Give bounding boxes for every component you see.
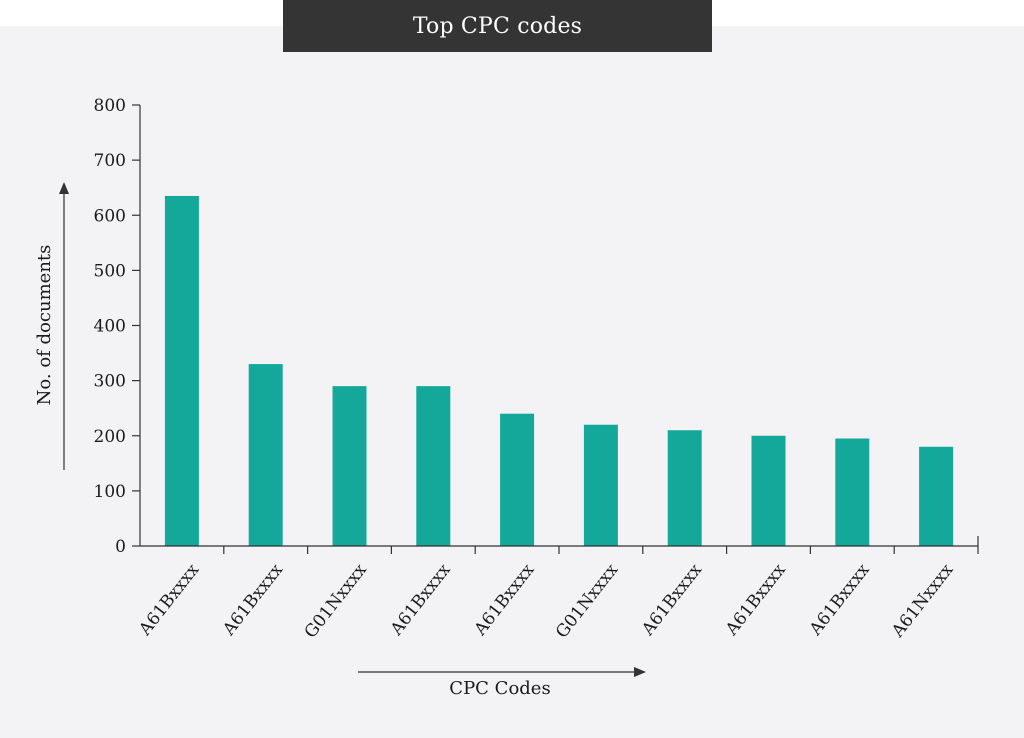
bar bbox=[835, 438, 870, 546]
x-tick-label: A61Bxxxx bbox=[135, 560, 204, 640]
y-tick-label: 0 bbox=[115, 537, 126, 557]
chart-title: Top CPC codes bbox=[283, 0, 712, 52]
x-tick-label: G01Nxxxx bbox=[301, 560, 371, 642]
bar bbox=[332, 386, 367, 546]
y-tick-label: 500 bbox=[94, 261, 126, 281]
x-tick-label: G01Nxxxx bbox=[552, 560, 622, 642]
y-tick-label: 200 bbox=[94, 427, 126, 447]
bar bbox=[583, 424, 618, 546]
x-tick-label: A61Bxxxx bbox=[470, 560, 539, 640]
bar bbox=[919, 446, 954, 546]
bar bbox=[500, 413, 535, 546]
x-axis-arrowhead bbox=[634, 667, 646, 677]
bars bbox=[164, 195, 954, 547]
y-axis-ticks: 0 100 200 300 400 500 600 700 800 bbox=[94, 96, 140, 557]
x-axis-ticks: A61Bxxxx A61Bxxxx G01Nxxxx A61Bxxxx A61Bxxxx… bbox=[135, 536, 979, 642]
y-axis-arrowhead bbox=[59, 182, 69, 194]
x-axis-title: CPC Codes bbox=[449, 678, 550, 699]
y-tick-label: 700 bbox=[94, 151, 126, 171]
bar bbox=[164, 195, 199, 547]
y-tick-label: 600 bbox=[94, 206, 126, 226]
x-tick-label: A61Nxxxx bbox=[887, 560, 957, 642]
y-tick-label: 800 bbox=[94, 96, 126, 116]
y-axis-title: No. of documents bbox=[34, 245, 55, 406]
bar bbox=[248, 364, 283, 546]
y-tick-label: 100 bbox=[94, 482, 126, 502]
x-tick-label: A61Bxxxx bbox=[219, 560, 288, 640]
x-tick-label: A61Bxxxx bbox=[638, 560, 707, 640]
y-tick-label: 400 bbox=[94, 317, 126, 337]
x-tick-label: A61Bxxxx bbox=[805, 560, 874, 640]
bar bbox=[667, 430, 702, 546]
x-tick-label: A61Bxxxx bbox=[721, 560, 790, 640]
bar bbox=[416, 386, 451, 546]
x-tick-label: A61Bxxxx bbox=[386, 560, 455, 640]
y-tick-label: 300 bbox=[94, 372, 126, 392]
bar bbox=[751, 435, 786, 546]
